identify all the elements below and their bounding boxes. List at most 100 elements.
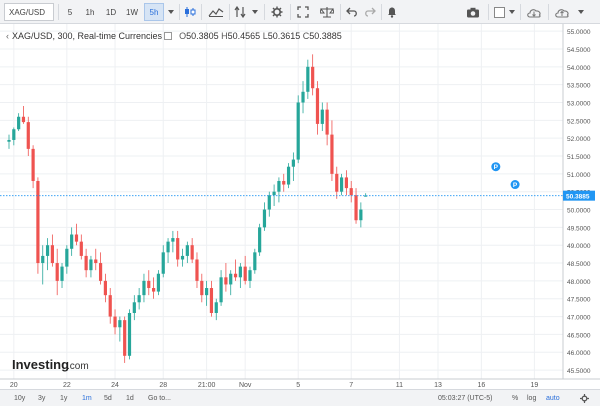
percent-scale-toggle[interactable]: % xyxy=(512,395,519,402)
alert-bell-icon[interactable] xyxy=(384,3,400,21)
chart-grid xyxy=(0,24,563,379)
candle-body xyxy=(301,91,305,103)
candle-body xyxy=(224,277,228,285)
layout-dropdown-icon[interactable] xyxy=(507,3,517,21)
candle-body xyxy=(127,312,132,356)
toolbar-separator xyxy=(290,4,291,20)
event-marker-circle xyxy=(510,180,520,190)
legend-settings-icon[interactable] xyxy=(164,32,173,40)
range-3y-button[interactable]: 3y xyxy=(38,395,46,402)
undo-icon[interactable] xyxy=(344,3,360,21)
toolbar-separator xyxy=(488,4,489,20)
candle-body xyxy=(248,270,252,281)
indicators-icon[interactable] xyxy=(206,3,226,21)
redo-icon[interactable] xyxy=(362,3,378,21)
price-tick-label: 47.5000 xyxy=(567,297,591,304)
auto-scale-toggle[interactable]: auto xyxy=(546,395,560,402)
save-dropdown-icon[interactable] xyxy=(576,3,586,21)
candle xyxy=(344,170,348,196)
price-chart[interactable]: 45.5000 46.0000 46.5000 47.0000 47.5000 48.00… xyxy=(0,24,600,389)
time-tick-label: 11 xyxy=(396,382,403,389)
settings-gear-icon[interactable] xyxy=(268,3,286,21)
fullscreen-icon[interactable] xyxy=(294,3,312,21)
candle-body xyxy=(325,109,329,135)
high-value: 50.4565 xyxy=(227,31,261,41)
candle xyxy=(214,298,218,321)
last-price-label: 50.3885 xyxy=(566,194,590,201)
price-tick-label: 49.0000 xyxy=(567,243,591,250)
candle xyxy=(132,295,136,321)
range-10y-button[interactable]: 10y xyxy=(14,395,26,402)
price-tick-label: 49.5000 xyxy=(567,225,591,232)
toolbar-separator xyxy=(179,4,180,20)
event-marker-circle xyxy=(491,162,501,172)
balance-scale-icon[interactable] xyxy=(318,3,336,21)
time-tick-label: Nov xyxy=(239,382,252,389)
cloud-save-icon[interactable] xyxy=(551,3,573,21)
range-5d-button[interactable]: 5d xyxy=(104,395,112,402)
toolbar-separator xyxy=(264,4,265,20)
candle-body xyxy=(219,277,223,303)
compare-icon[interactable] xyxy=(233,3,247,21)
candle-body xyxy=(339,177,344,192)
go-to-date-button[interactable]: Go to... xyxy=(148,395,171,402)
interval-5h-button[interactable]: 5h xyxy=(144,3,164,21)
time-tick-label: 22 xyxy=(63,382,71,389)
interval-1h-button[interactable]: 1h xyxy=(85,7,95,17)
range-1d-button[interactable]: 1d xyxy=(126,395,134,402)
candle xyxy=(243,255,247,285)
candle-body xyxy=(142,280,146,296)
interval-1w-button[interactable]: 1W xyxy=(126,7,138,17)
candle xyxy=(98,252,103,285)
cloud-load-icon[interactable] xyxy=(523,3,545,21)
event-marker[interactable]: P xyxy=(510,180,520,190)
candle xyxy=(330,120,334,181)
range-1m-button[interactable]: 1m xyxy=(82,395,92,402)
candle xyxy=(103,273,107,303)
candle-body xyxy=(74,234,79,242)
candle-body xyxy=(253,252,257,271)
interval-1d-button[interactable]: 1D xyxy=(105,7,117,17)
price-tick-label: 48.0000 xyxy=(567,279,591,286)
interval-dropdown-icon[interactable] xyxy=(165,3,177,21)
symbol-search-input[interactable]: XAG/USD xyxy=(4,3,54,21)
candle xyxy=(142,273,146,303)
event-marker[interactable]: P xyxy=(491,162,501,172)
candle xyxy=(335,166,339,199)
interval-5-button[interactable]: 5 xyxy=(67,7,73,17)
axis-settings-gear-icon[interactable] xyxy=(580,393,589,404)
candle xyxy=(282,173,286,192)
time-tick-label: 21:00 xyxy=(198,382,216,389)
candle-body xyxy=(7,139,11,142)
candle-body xyxy=(41,255,45,264)
bottom-toolbar: 10y 3y 1y 1m 5d 1d Go to... 05:03:27 (UT… xyxy=(0,389,600,406)
candle xyxy=(180,248,185,267)
toolbar-separator xyxy=(340,4,341,20)
range-1y-button[interactable]: 1y xyxy=(60,395,68,402)
time-tick-label: 16 xyxy=(477,382,485,389)
candle-body xyxy=(103,280,107,296)
layout-square-icon[interactable] xyxy=(492,3,506,21)
price-tick-label: 51.5000 xyxy=(567,154,591,161)
candle xyxy=(7,134,11,149)
log-scale-toggle[interactable]: log xyxy=(527,395,537,402)
candle-body xyxy=(272,191,276,196)
last-price-label-box xyxy=(563,190,595,201)
candle xyxy=(74,223,79,246)
candle-body xyxy=(132,302,136,313)
time-tick-label: 7 xyxy=(349,382,353,389)
utc-time-display[interactable]: 05:03:27 (UTC-5) xyxy=(438,395,493,402)
toolbar-separator xyxy=(381,4,382,20)
snapshot-camera-icon[interactable] xyxy=(462,3,484,21)
price-tick-label: 53.0000 xyxy=(567,100,591,107)
price-tick-label: 53.5000 xyxy=(567,83,591,90)
price-tick-label: 46.0000 xyxy=(567,350,591,357)
candlestick-type-icon[interactable] xyxy=(182,3,198,21)
candle-body xyxy=(344,177,348,189)
price-tick-label: 46.5000 xyxy=(567,332,591,339)
logo-suffix-text: .com xyxy=(67,361,89,372)
compare-dropdown-icon[interactable] xyxy=(249,3,261,21)
candle-body xyxy=(171,238,175,242)
collapse-legend-icon[interactable]: ‹ xyxy=(6,31,9,41)
candle-body xyxy=(118,320,122,328)
